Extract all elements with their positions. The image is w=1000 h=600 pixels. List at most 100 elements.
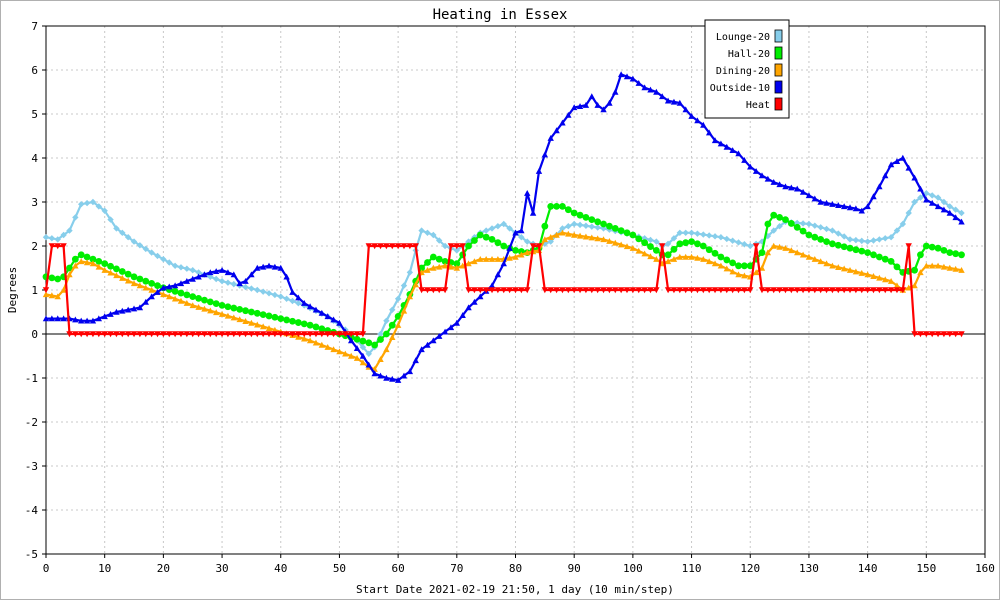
data-point: [306, 337, 314, 344]
data-point: [107, 269, 114, 276]
data-point: [201, 296, 208, 304]
data-point: [952, 206, 959, 213]
data-point: [770, 179, 777, 185]
data-point: [776, 243, 783, 250]
data-point: [277, 293, 284, 300]
data-point: [265, 312, 273, 320]
y-tick-label: 2: [31, 240, 38, 253]
data-point: [864, 249, 872, 256]
data-point: [95, 315, 103, 322]
data-point: [793, 223, 801, 231]
data-point: [136, 304, 144, 311]
y-tick-label: -5: [25, 548, 38, 561]
data-point: [83, 253, 91, 261]
data-point: [635, 287, 642, 294]
data-point: [89, 255, 97, 263]
data-point: [183, 300, 191, 306]
data-point: [119, 331, 126, 338]
data-point: [171, 262, 179, 269]
data-point: [224, 303, 232, 311]
data-point: [488, 236, 496, 243]
data-point: [130, 305, 138, 312]
data-point: [101, 260, 109, 267]
data-point: [823, 199, 830, 206]
x-tick-label: 120: [740, 562, 760, 575]
data-point: [782, 287, 789, 294]
data-point: [928, 199, 936, 206]
data-point: [177, 297, 185, 304]
data-point: [48, 292, 56, 299]
data-point: [782, 183, 789, 190]
y-tick-label: -4: [25, 504, 39, 517]
data-point: [236, 316, 243, 323]
data-point: [148, 286, 155, 293]
data-point: [107, 311, 114, 317]
data-point: [747, 163, 754, 170]
data-point: [682, 239, 690, 247]
data-point: [899, 154, 907, 161]
data-point: [682, 253, 689, 260]
data-point: [582, 214, 590, 221]
data-point: [705, 246, 713, 254]
data-point: [600, 106, 607, 113]
data-point: [453, 247, 461, 254]
legend-label: Lounge-20: [716, 32, 770, 43]
data-point: [318, 331, 326, 338]
data-point: [289, 289, 296, 295]
data-point: [377, 372, 384, 379]
data-point: [741, 272, 748, 279]
data-point: [60, 231, 67, 239]
data-point: [160, 284, 167, 291]
data-point: [377, 243, 384, 250]
data-point: [899, 220, 907, 228]
data-point: [142, 277, 150, 285]
data-point: [436, 333, 443, 339]
data-point: [676, 287, 684, 294]
legend-label: Outside-10: [710, 83, 770, 94]
data-point: [823, 260, 830, 267]
data-point: [254, 321, 261, 328]
data-point: [700, 231, 707, 238]
data-point: [189, 331, 196, 338]
x-tick-label: 150: [916, 562, 936, 575]
data-point: [823, 225, 830, 233]
data-point: [735, 271, 742, 278]
data-point: [922, 242, 930, 250]
data-point: [212, 300, 220, 308]
data-point: [905, 164, 912, 171]
data-point: [177, 280, 185, 287]
data-point: [723, 235, 730, 243]
data-point: [230, 314, 237, 321]
data-point: [389, 243, 396, 250]
data-point: [101, 207, 108, 214]
data-point: [723, 256, 731, 264]
data-point: [212, 275, 220, 283]
data-point: [893, 287, 901, 294]
data-point: [195, 273, 202, 280]
data-point: [230, 331, 237, 338]
data-point: [805, 220, 813, 228]
data-point: [383, 374, 390, 381]
x-tick-label: 100: [623, 562, 643, 575]
data-point: [89, 317, 97, 324]
data-point: [324, 344, 331, 350]
data-point: [441, 242, 449, 250]
data-point: [882, 235, 889, 242]
data-point: [512, 253, 519, 260]
y-tick-label: 3: [31, 196, 38, 209]
data-point: [347, 337, 355, 344]
data-point: [465, 287, 472, 294]
x-tick-label: 70: [450, 562, 463, 575]
data-point: [224, 312, 232, 319]
data-point: [418, 227, 425, 234]
data-point: [54, 315, 61, 322]
data-point: [723, 287, 730, 294]
data-point: [318, 341, 326, 348]
data-point: [166, 259, 173, 266]
data-point: [201, 271, 208, 278]
data-point: [42, 287, 50, 294]
data-point: [606, 287, 613, 294]
data-point: [653, 238, 660, 245]
data-point: [952, 331, 959, 338]
